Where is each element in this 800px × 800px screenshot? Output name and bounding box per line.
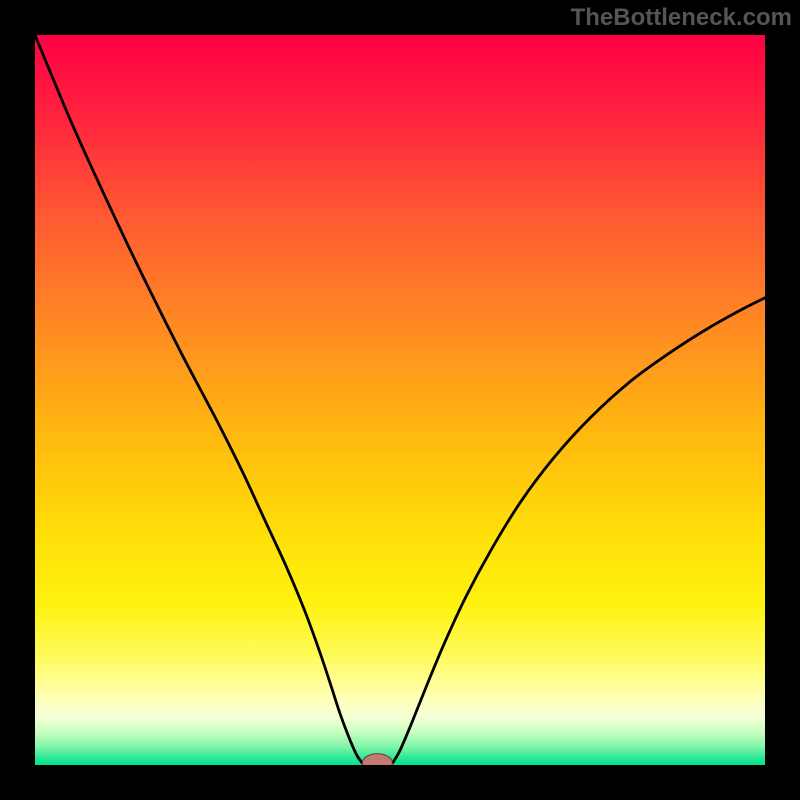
- optimal-marker: [362, 754, 392, 765]
- watermark-text: TheBottleneck.com: [571, 4, 792, 32]
- bottleneck-curve: [35, 35, 765, 765]
- curve-path: [35, 35, 765, 763]
- chart-canvas: TheBottleneck.com: [0, 0, 800, 800]
- plot-area: [35, 35, 765, 765]
